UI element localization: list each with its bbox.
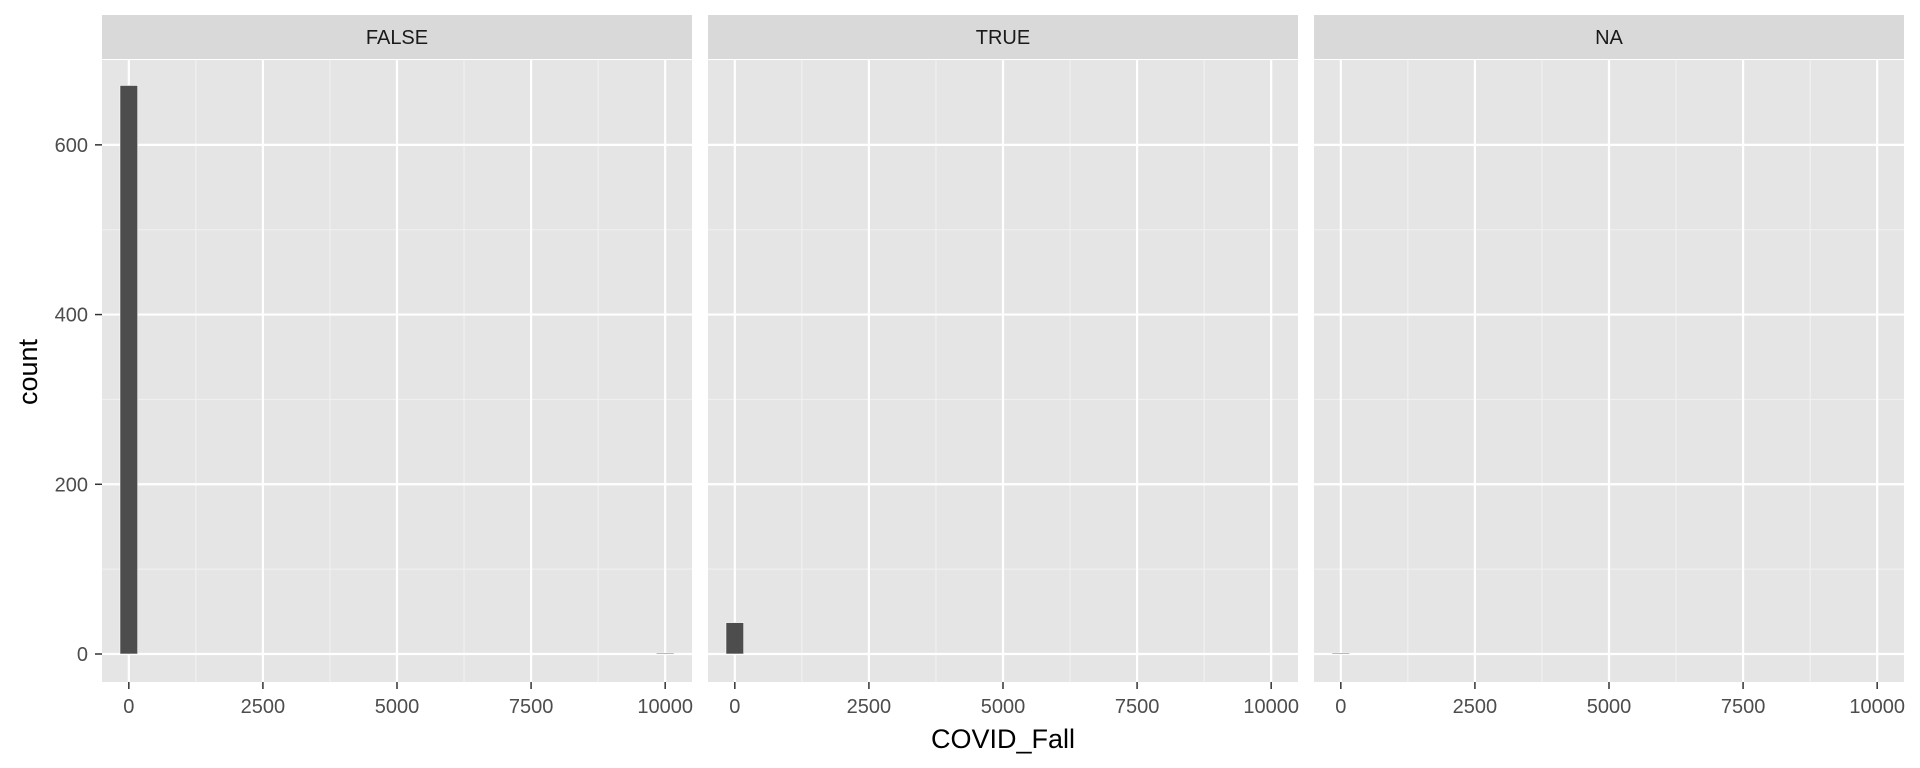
y-tick-label: 200 — [55, 474, 88, 496]
x-tick-label: 10000 — [1243, 696, 1299, 718]
x-tick-label: 10000 — [637, 696, 693, 718]
facet-strip-label: NA — [1595, 27, 1623, 49]
x-tick-label: 5000 — [375, 696, 420, 718]
x-tick-label: 2500 — [241, 696, 286, 718]
facet-strip-label: FALSE — [366, 27, 428, 49]
y-axis-title: count — [13, 338, 43, 405]
x-tick-label: 2500 — [847, 696, 892, 718]
facet-strip — [708, 15, 1298, 59]
facet-strip-label: TRUE — [976, 27, 1030, 49]
facet-strip — [102, 15, 692, 59]
x-tick-label: 0 — [729, 696, 740, 718]
facet-panel-true: TRUE 0 2500 5000 7500 10000 — [708, 15, 1299, 718]
x-tick-label: 7500 — [1115, 696, 1160, 718]
x-tick-label: 5000 — [1587, 696, 1632, 718]
histogram-bar — [119, 85, 138, 655]
x-tick-label: 7500 — [509, 696, 554, 718]
x-tick-label: 2500 — [1453, 696, 1498, 718]
histogram-bar — [656, 652, 675, 655]
facet-panels: FALSE 0 2500 5000 7500 10000 TRUE 0 2500 5000 7500… — [102, 15, 1905, 718]
y-axis: 0 200 400 600 — [55, 135, 102, 666]
x-tick-label: 0 — [123, 696, 134, 718]
facet-panel-false: FALSE 0 2500 5000 7500 10000 — [102, 15, 693, 718]
x-tick-label: 5000 — [981, 696, 1026, 718]
facet-panel-na: NA 0 2500 5000 7500 10000 — [1314, 15, 1905, 718]
y-tick-label: 400 — [55, 305, 88, 327]
facet-strip — [1314, 15, 1904, 59]
x-tick-label: 10000 — [1849, 696, 1905, 718]
histogram-bar — [1331, 652, 1350, 655]
x-tick-label: 0 — [1335, 696, 1346, 718]
y-tick-label: 0 — [77, 644, 88, 666]
histogram-bar — [725, 622, 744, 655]
x-axis-title: COVID_Fall — [931, 724, 1075, 754]
x-tick-label: 7500 — [1721, 696, 1766, 718]
y-tick-label: 600 — [55, 135, 88, 157]
